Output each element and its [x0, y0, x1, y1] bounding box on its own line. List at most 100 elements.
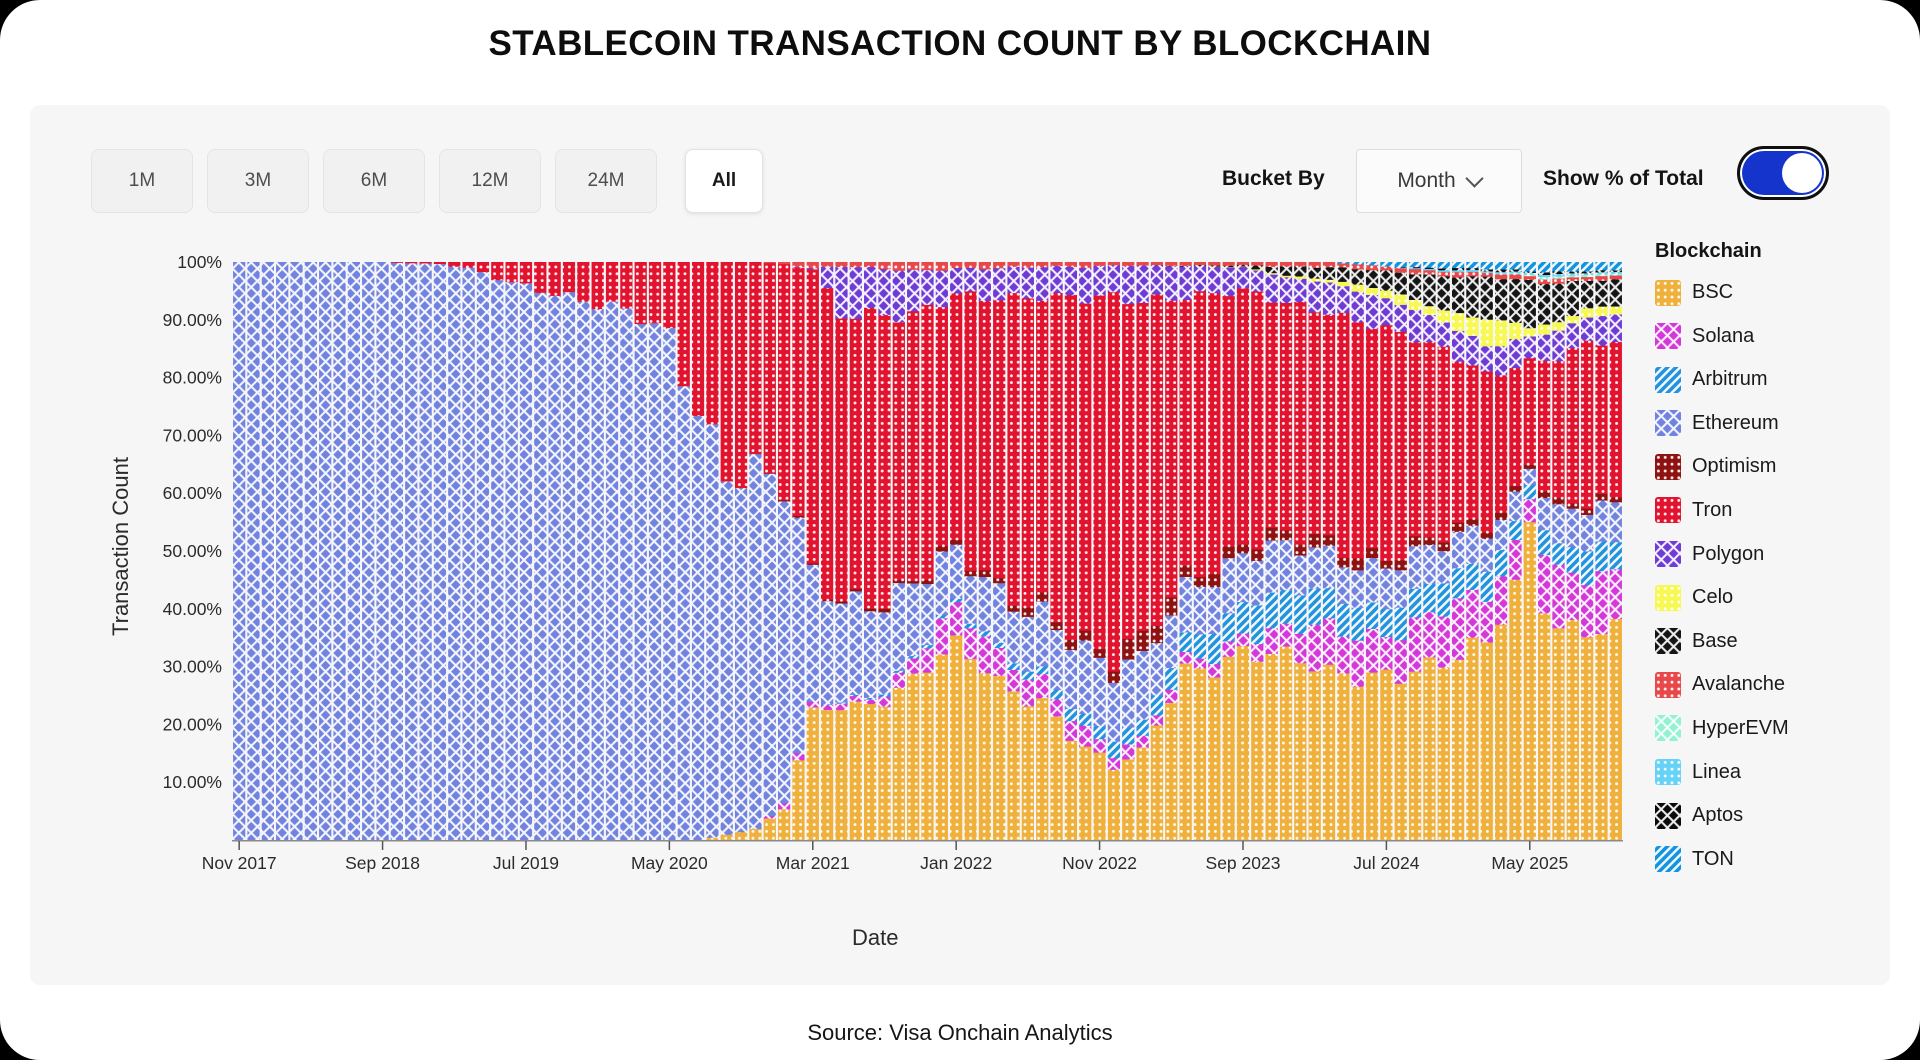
bar-month-46[interactable]	[892, 262, 905, 841]
bar-month-28[interactable]	[634, 262, 647, 841]
bar-month-50[interactable]	[950, 262, 963, 841]
bar-month-52[interactable]	[978, 262, 991, 841]
bar-month-32[interactable]	[691, 262, 705, 841]
bar-month-88[interactable]	[1494, 262, 1508, 841]
bar-month-76[interactable]	[1322, 262, 1336, 841]
bar-month-38[interactable]	[777, 262, 791, 841]
bar-month-4[interactable]	[290, 262, 303, 841]
bar-month-20[interactable]	[519, 262, 533, 841]
legend-item-ethereum[interactable]: Ethereum	[1655, 410, 1789, 437]
bar-month-21[interactable]	[534, 262, 547, 841]
bar-month-71[interactable]	[1251, 262, 1264, 841]
bar-month-26[interactable]	[605, 262, 619, 841]
bar-month-65[interactable]	[1165, 262, 1178, 841]
bar-month-78[interactable]	[1351, 262, 1364, 841]
bar-month-82[interactable]	[1408, 262, 1422, 841]
bar-month-27[interactable]	[620, 262, 633, 841]
bar-month-33[interactable]	[706, 262, 719, 841]
bar-month-89[interactable]	[1509, 262, 1522, 841]
bar-month-6[interactable]	[319, 262, 332, 841]
bar-month-57[interactable]	[1050, 262, 1063, 841]
bar-month-43[interactable]	[849, 262, 862, 841]
bar-month-37[interactable]	[763, 262, 776, 841]
bar-month-77[interactable]	[1337, 262, 1350, 841]
legend-item-celo[interactable]: Celo	[1655, 584, 1789, 611]
bar-month-94[interactable]	[1581, 262, 1594, 841]
range-button-3m[interactable]: 3M	[207, 149, 309, 213]
bucket-by-dropdown[interactable]: Month	[1356, 149, 1522, 213]
bar-month-19[interactable]	[505, 262, 518, 841]
legend-item-ton[interactable]: TON	[1655, 846, 1789, 873]
bar-month-54[interactable]	[1007, 262, 1020, 841]
bar-month-67[interactable]	[1193, 262, 1207, 841]
bar-month-0[interactable]	[233, 262, 246, 841]
bar-month-66[interactable]	[1179, 262, 1192, 841]
bar-month-42[interactable]	[835, 262, 848, 841]
bar-month-16[interactable]	[462, 262, 475, 841]
range-button-12m[interactable]: 12M	[439, 149, 541, 213]
bar-month-13[interactable]	[419, 262, 432, 841]
bar-month-25[interactable]	[591, 262, 604, 841]
legend-item-optimism[interactable]: Optimism	[1655, 453, 1789, 480]
bar-month-63[interactable]	[1136, 262, 1149, 841]
bar-month-31[interactable]	[677, 262, 690, 841]
bar-month-86[interactable]	[1466, 262, 1479, 841]
bar-month-44[interactable]	[864, 262, 877, 841]
bar-month-45[interactable]	[878, 262, 891, 841]
bar-month-95[interactable]	[1595, 262, 1608, 841]
bar-month-68[interactable]	[1208, 262, 1221, 841]
legend-item-arbitrum[interactable]: Arbitrum	[1655, 366, 1789, 393]
bar-month-48[interactable]	[921, 262, 934, 841]
plot-area[interactable]	[233, 262, 1622, 841]
bar-month-24[interactable]	[577, 262, 590, 841]
bar-month-69[interactable]	[1222, 262, 1235, 841]
legend-item-polygon[interactable]: Polygon	[1655, 541, 1789, 568]
bar-month-96[interactable]	[1609, 262, 1622, 841]
legend-item-aptos[interactable]: Aptos	[1655, 802, 1789, 829]
bar-month-3[interactable]	[276, 262, 289, 841]
bar-month-22[interactable]	[548, 262, 561, 841]
bar-month-17[interactable]	[476, 262, 490, 841]
legend-item-base[interactable]: Base	[1655, 628, 1789, 655]
bar-month-12[interactable]	[405, 262, 418, 841]
bar-month-18[interactable]	[491, 262, 504, 841]
bar-month-1[interactable]	[247, 262, 260, 841]
bar-month-59[interactable]	[1079, 262, 1092, 841]
bar-month-5[interactable]	[304, 262, 317, 841]
show-percent-toggle[interactable]	[1737, 146, 1829, 200]
bar-month-30[interactable]	[663, 262, 676, 841]
bar-month-49[interactable]	[935, 262, 948, 841]
bar-month-34[interactable]	[720, 262, 733, 841]
bar-month-35[interactable]	[734, 262, 748, 841]
bar-month-93[interactable]	[1566, 262, 1579, 841]
bar-month-2[interactable]	[261, 262, 274, 841]
bar-month-64[interactable]	[1150, 262, 1164, 841]
bar-month-62[interactable]	[1122, 262, 1135, 841]
legend-item-solana[interactable]: Solana	[1655, 323, 1789, 350]
bar-month-75[interactable]	[1308, 262, 1321, 841]
bar-month-40[interactable]	[806, 262, 819, 841]
bar-month-91[interactable]	[1538, 262, 1551, 841]
bar-month-87[interactable]	[1480, 262, 1493, 841]
bar-month-70[interactable]	[1236, 262, 1250, 841]
bar-month-60[interactable]	[1093, 262, 1106, 841]
bar-month-61[interactable]	[1107, 262, 1121, 841]
bar-month-73[interactable]	[1279, 262, 1293, 841]
bar-month-56[interactable]	[1036, 262, 1049, 841]
bar-month-84[interactable]	[1437, 262, 1450, 841]
range-button-6m[interactable]: 6M	[323, 149, 425, 213]
bar-month-7[interactable]	[333, 262, 346, 841]
legend-item-hyperevm[interactable]: HyperEVM	[1655, 715, 1789, 742]
bar-month-55[interactable]	[1021, 262, 1034, 841]
bar-month-15[interactable]	[448, 262, 461, 841]
bar-month-41[interactable]	[821, 262, 834, 841]
bar-month-47[interactable]	[907, 262, 920, 841]
bar-month-53[interactable]	[993, 262, 1006, 841]
bar-month-8[interactable]	[347, 262, 361, 841]
legend-item-bsc[interactable]: BSC	[1655, 279, 1789, 306]
bar-month-39[interactable]	[792, 262, 805, 841]
bar-month-80[interactable]	[1380, 262, 1393, 841]
bar-month-72[interactable]	[1265, 262, 1278, 841]
bar-month-79[interactable]	[1365, 262, 1379, 841]
legend-item-linea[interactable]: Linea	[1655, 759, 1789, 786]
